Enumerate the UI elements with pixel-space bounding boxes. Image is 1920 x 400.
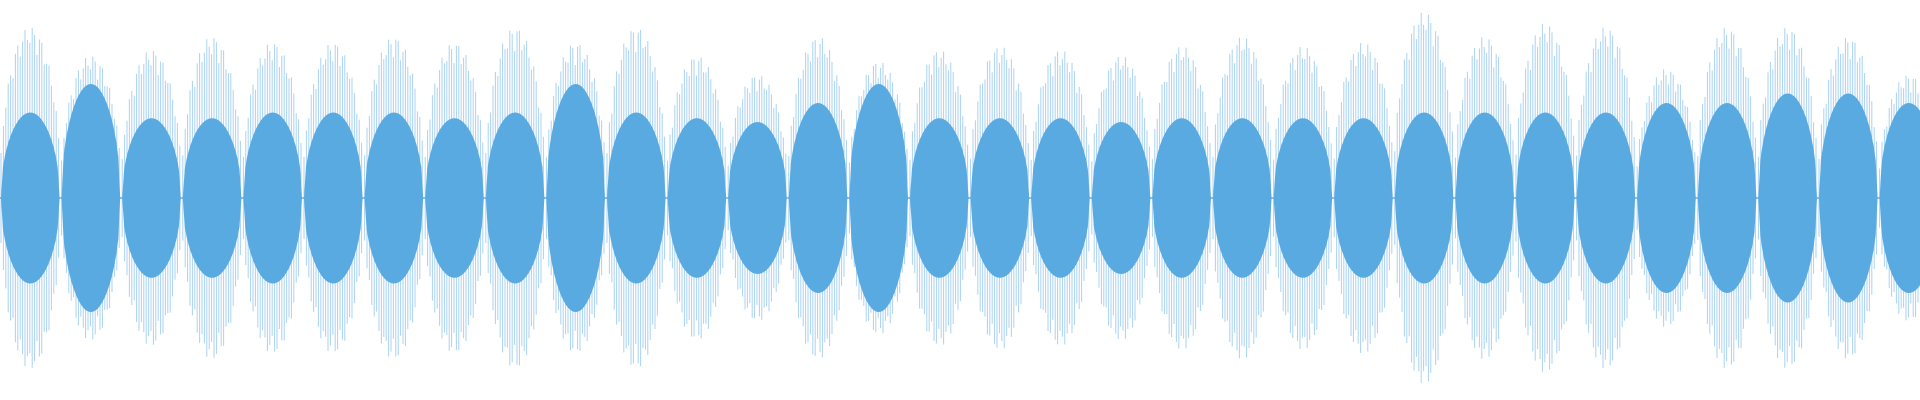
- waveform-view: [0, 12, 1920, 384]
- page: (() => { const data = JSON.parse(documen…: [0, 12, 1920, 384]
